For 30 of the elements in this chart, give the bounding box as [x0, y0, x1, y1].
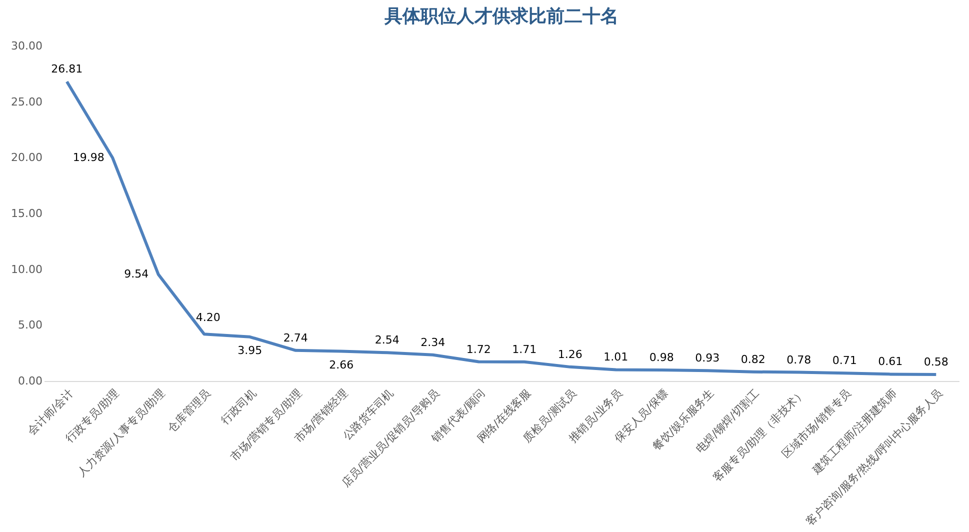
text: 1.26: [558, 348, 582, 361]
x-tick-label: 仓库管理员: [165, 386, 214, 435]
x-tick-label: 行政司机: [218, 386, 259, 428]
text: 1.72: [466, 342, 491, 356]
y-tick-label: 15.00: [11, 207, 42, 220]
text: 9.54: [124, 267, 149, 280]
text: 4.20: [196, 311, 220, 324]
text: 2.54: [374, 334, 400, 347]
y-tick-label: 25.00: [11, 95, 42, 108]
text: 19.98: [72, 150, 104, 164]
text: 2.66: [329, 358, 354, 372]
text: 3.95: [238, 344, 262, 357]
text: 0.82: [740, 352, 766, 366]
text: 2.74: [283, 331, 308, 344]
text: 1.01: [604, 350, 628, 364]
text: 26.81: [51, 62, 83, 76]
text: 0.78: [786, 353, 812, 366]
text: 0.93: [695, 352, 720, 365]
chart-title: 具体职位人才供求比前二十名: [384, 6, 618, 27]
text: 0.61: [878, 355, 903, 368]
y-tick-label: 30.00: [11, 40, 42, 52]
y-tick-label: 10.00: [11, 262, 42, 276]
text: 0.58: [924, 356, 948, 369]
y-tick-label: 20.00: [11, 151, 42, 164]
text: 1.71: [512, 342, 537, 356]
y-tick-label: 5.00: [18, 318, 42, 332]
y-tick-label: 0.00: [18, 374, 42, 388]
text: 0.98: [649, 351, 674, 364]
text: 2.34: [420, 336, 446, 349]
text: 0.71: [832, 354, 857, 368]
